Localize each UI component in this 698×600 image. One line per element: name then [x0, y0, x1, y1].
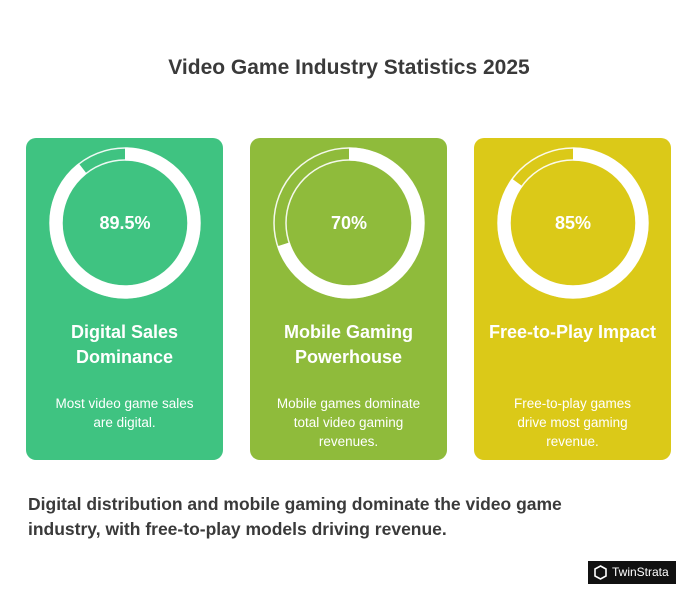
summary: Digital distribution and mobile gaming d…	[28, 494, 562, 539]
gauge: 85%	[497, 147, 649, 299]
stat-card: 70% Mobile Gaming Powerhouse Mobile games …	[250, 138, 447, 460]
card-title: Digital Sales Dominance	[70, 322, 179, 367]
card-description: Most video game sales are digital.	[55, 396, 194, 430]
gauge-arc	[497, 147, 649, 299]
gauge-arc	[277, 147, 425, 299]
card-title: Free-to-Play Impact	[488, 322, 657, 342]
stat-card: 89.5% Digital Sales Dominance Most video g…	[26, 138, 223, 460]
gauge-arc	[49, 147, 201, 299]
card-description: Mobile games dominate total video gaming…	[276, 396, 421, 449]
brand-logo: TwinStrata	[588, 561, 676, 584]
page-title: Video Game Industry Statistics 2025	[168, 56, 530, 79]
stat-card: 85% Free-to-Play Impact Free-to-play games…	[474, 138, 671, 460]
card-description: Free-to-play games drive most gaming rev…	[513, 396, 632, 449]
card-title: Mobile Gaming Powerhouse	[283, 322, 413, 367]
gauge-value: 70%	[331, 213, 367, 233]
gauge-value: 89.5%	[99, 213, 150, 233]
brand-name: TwinStrata	[612, 565, 669, 579]
gauge-value: 85%	[555, 213, 591, 233]
gauge: 89.5%	[49, 147, 201, 299]
brand-icon	[594, 565, 607, 580]
gauge: 70%	[273, 147, 425, 299]
